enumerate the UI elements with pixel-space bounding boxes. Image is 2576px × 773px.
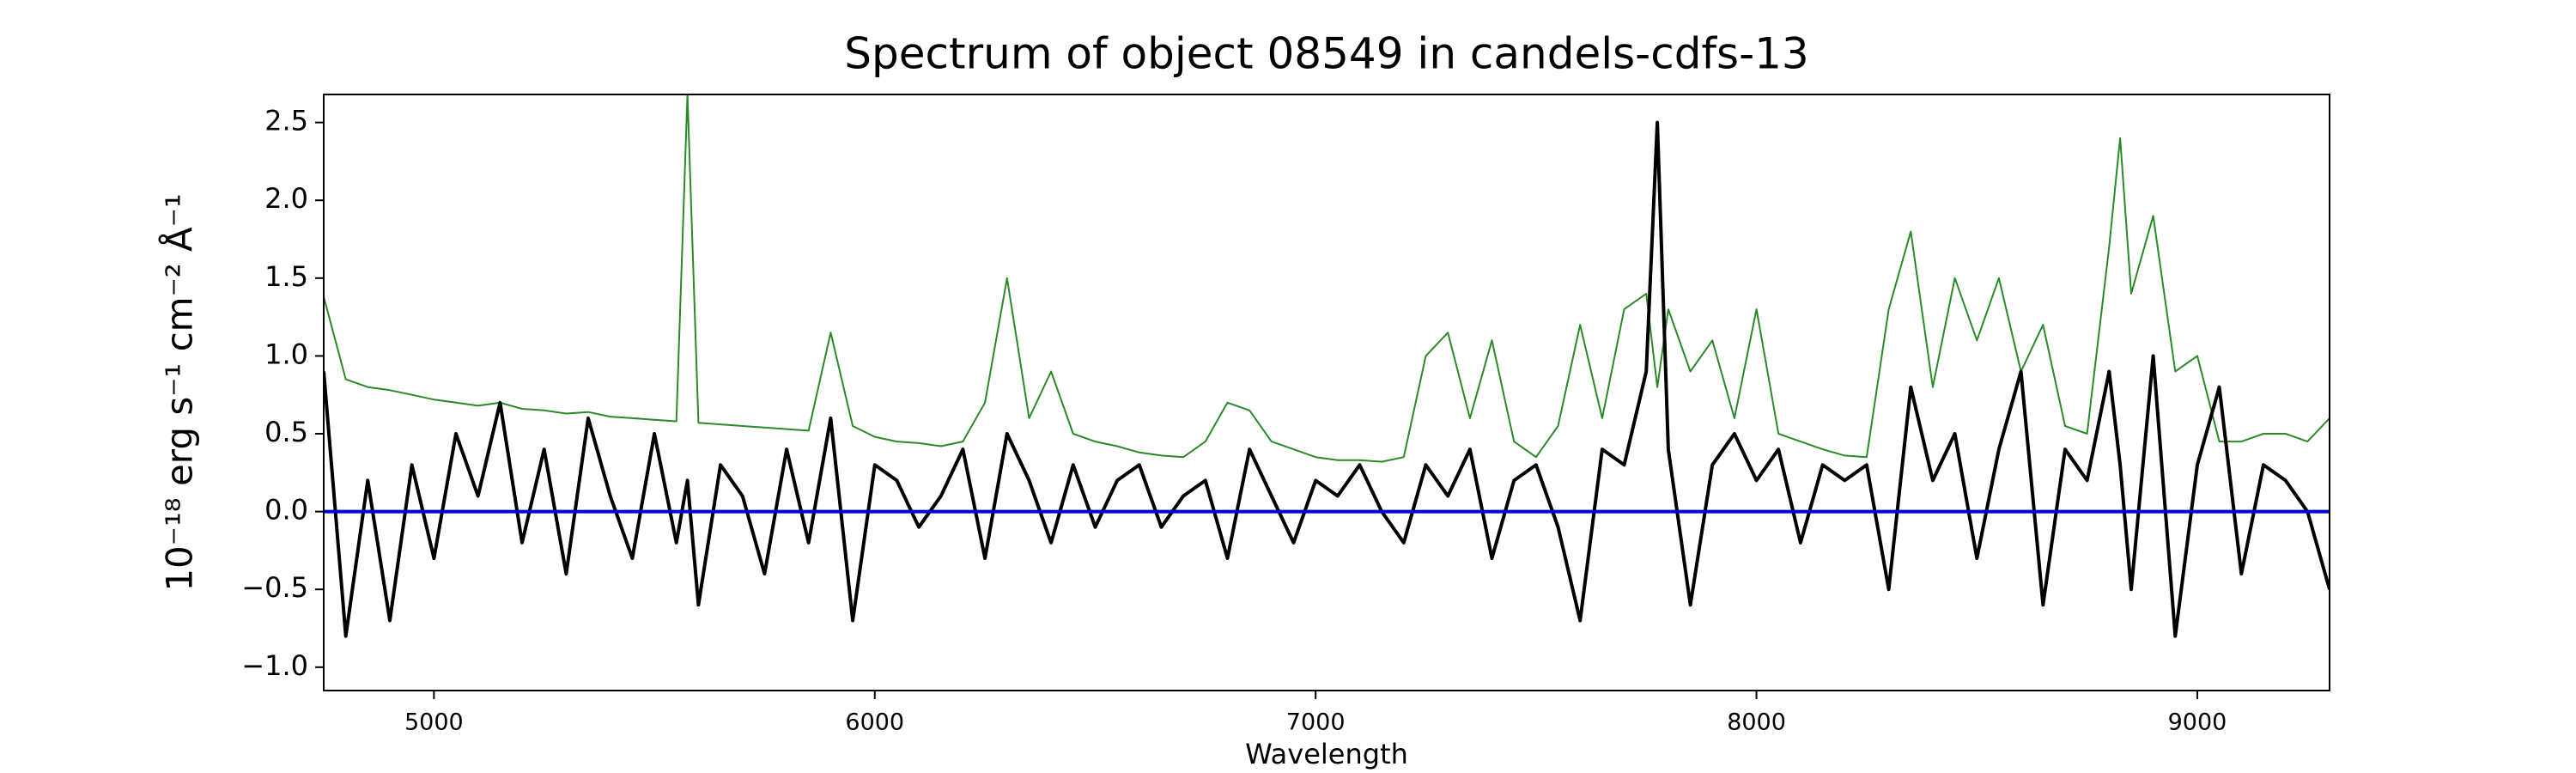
- y-tick-label: 1.5: [264, 260, 308, 293]
- series-line: [324, 94, 2330, 463]
- chart-title: Spectrum of object 08549 in candels-cdfs…: [844, 29, 1809, 79]
- x-axis-label: Wavelength: [1245, 738, 1408, 770]
- plot-area: [324, 94, 2330, 638]
- series-line: [324, 120, 2330, 638]
- y-tick-label: 0.5: [264, 416, 308, 448]
- x-tick-label: 9000: [2168, 709, 2227, 736]
- y-tick-label: 0.0: [264, 494, 308, 526]
- x-tick-label: 5000: [404, 709, 464, 736]
- x-tick-label: 8000: [1727, 709, 1786, 736]
- x-tick-label: 7000: [1286, 709, 1346, 736]
- y-tick-label: −1.0: [241, 649, 308, 682]
- y-tick-label: 2.0: [264, 182, 308, 215]
- y-tick-label: 1.0: [264, 338, 308, 370]
- y-axis-label: 10⁻¹⁸ erg s⁻¹ cm⁻² Å⁻¹: [158, 193, 201, 591]
- axes-frame: [323, 94, 2330, 691]
- y-tick-label: 2.5: [264, 105, 308, 137]
- y-tick-label: −0.5: [241, 571, 308, 604]
- x-tick-label: 6000: [845, 709, 904, 736]
